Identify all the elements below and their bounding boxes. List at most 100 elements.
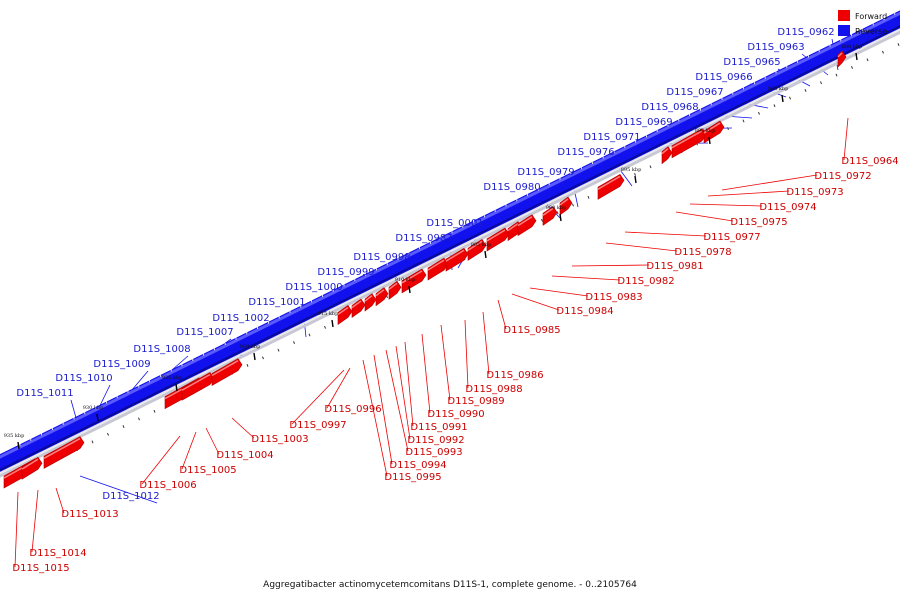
forward-gene-highlight [507,223,519,232]
leader-line [373,354,393,465]
forward-gene-highlight [486,229,506,242]
forward-gene-highlight [517,216,533,227]
forward-gene-label: D11S_0986 [486,370,543,381]
forward-gene-label: D11S_0995 [384,472,441,483]
reverse-gene-label: D11S_1012 [102,491,159,502]
reverse-gene-label: D11S_0965 [723,57,780,68]
forward-gene-label: D11S_0978 [674,247,731,258]
forward-gene-block [486,227,510,252]
leader-line [551,275,621,281]
below-tick [293,341,295,344]
forward-gene-highlight [467,240,483,251]
forward-gene-label: D11S_0984 [556,306,613,317]
forward-gene-label: D11S_0981 [646,261,703,272]
forward-gene-highlight [427,259,445,271]
reverse-gene-label: D11S_0999 [317,267,374,278]
below-tick [587,195,590,199]
reverse-gene-label: D11S_0969 [615,117,672,128]
forward-gene-label: D11S_1005 [179,465,236,476]
kbp-label: 920 kbp [240,344,261,350]
forward-gene-label: D11S_0989 [447,396,504,407]
below-tick [851,66,853,69]
leader-line [205,427,220,455]
leader-line [624,231,707,237]
genome-backbone [0,10,900,478]
forward-gene-block [401,268,427,294]
reverse-gene-label: D11S_1002 [212,313,269,324]
below-tick [882,50,884,54]
below-tick [277,348,280,352]
below-tick [820,81,822,85]
forward-gene-block [388,280,402,300]
legend-reverse-label: Reverse [855,27,887,36]
forward-gene-label: D11S_1006 [139,480,196,491]
below-tick [804,88,807,92]
leader-line [291,369,345,425]
below-tick [866,58,869,62]
below-tick [91,440,94,444]
leader-line [571,264,650,267]
below-tick [649,165,652,169]
kbp-tick [408,285,411,294]
reverse-gene-label: D11S_0968 [641,102,698,113]
forward-gene-highlight [401,270,423,284]
reverse-strand-highlight [0,11,900,459]
kbp-label: 910 kbp [395,277,416,283]
below-tick [324,325,326,329]
below-tick [773,104,776,108]
reverse-strand-edge [0,25,900,472]
leader-line [385,349,409,452]
forward-gene-label: D11S_0993 [405,447,462,458]
leader-line [362,359,388,477]
forward-gene-highlight [181,373,211,391]
below-tick [541,218,543,222]
forward-gene-block [559,196,573,216]
forward-gene-highlight [671,130,703,149]
below-tick [308,333,311,337]
forward-gene-block [542,205,558,226]
reverse-gene-label: D11S_0976 [557,147,614,158]
forward-gene-label: D11S_1014 [29,548,86,559]
forward-gene-highlight [43,437,81,459]
reverse-gene-label: D11S_0967 [666,87,723,98]
below-tick [122,425,125,429]
reverse-gene-label: D11S_0980 [483,182,540,193]
forward-gene-block [211,358,243,386]
kbp-label: 900 kbp [546,205,567,211]
leader-line [55,487,65,514]
leader-line [511,293,560,311]
forward-gene-label: D11S_0977 [703,232,760,243]
forward-gene-block [337,305,353,325]
leader-line [440,324,451,401]
reverse-gene-label: D11S_0979 [517,167,574,178]
forward-gene-highlight [661,148,669,155]
kbp-tick [484,250,487,259]
forward-gene-label: D11S_0988 [465,384,522,395]
reverse-gene-label: D11S_1000 [285,282,342,293]
kbp-label: 885 kbp [768,86,789,92]
forward-gene-label: D11S_0974 [759,202,816,213]
leader-line [231,417,255,439]
forward-gene-label: D11S_0982 [617,276,674,287]
kbp-label: 930 kbp [83,405,104,411]
forward-gene-label: D11S_0973 [786,187,843,198]
kbp-tick [331,319,334,328]
forward-gene-label: D11S_0985 [503,325,560,336]
reverse-gene-label: D11S_1009 [93,359,150,370]
forward-gene-highlight [364,295,373,302]
leader-line [421,333,431,414]
leader-line [675,211,734,222]
forward-gene-label: D11S_0983 [585,292,642,303]
forward-gene-label: D11S_0994 [389,460,446,471]
backbone-highlight [0,28,900,475]
legend-forward-label: Forward [855,12,887,21]
reverse-gene-label: D11S_1007 [176,327,233,338]
leader-line [14,491,19,568]
kbp-tick [634,175,637,184]
forward-gene-label: D11S_0990 [427,409,484,420]
reverse-gene-label: D11S_0962 [777,27,834,38]
forward-gene-block [517,214,537,237]
forward-gene-highlight [445,249,465,262]
leader-line [79,475,158,504]
